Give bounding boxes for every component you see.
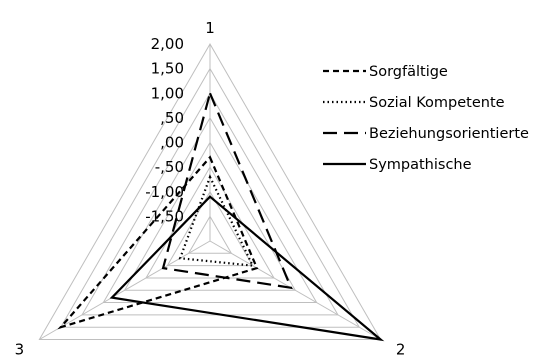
legend-label: Beziehungsorientierte: [369, 126, 529, 142]
tick-label: ,00: [160, 134, 184, 152]
grid-ring: [123, 141, 297, 291]
tick-label: 2,00: [151, 35, 184, 53]
grid-ring: [166, 190, 254, 267]
axis-spoke: [209, 240, 381, 340]
series-line: [109, 195, 385, 342]
legend-label: Sorgfältige: [369, 64, 448, 80]
grid-ring: [38, 43, 382, 340]
grid-ring: [187, 215, 233, 254]
radar-series: [57, 89, 385, 342]
radial-tick-labels: 2,00 1,50 1,00 ,50 ,00 -,50 -1,00 -1,50: [145, 35, 184, 225]
axis-label: 3: [15, 341, 25, 359]
grid-ring: [59, 67, 361, 328]
tick-label: 1,50: [151, 60, 184, 78]
grid-ring: [81, 92, 339, 316]
grid-ring: [102, 116, 318, 304]
series-line: [161, 89, 293, 290]
legend-label: Sozial Kompetente: [369, 95, 505, 111]
axis-labels: 1 2 3: [15, 19, 406, 359]
tick-label: 1,00: [151, 84, 184, 102]
legend: Sorgfältige Sozial Kompetente Beziehungsor…: [323, 64, 529, 173]
tick-label: -1,00: [145, 183, 184, 201]
tick-label: -,50: [155, 158, 184, 176]
radar-grid: [38, 43, 382, 340]
axis-label: 1: [205, 19, 215, 37]
tick-label: ,50: [160, 109, 184, 127]
legend-label: Sympathische: [369, 157, 472, 173]
series-line: [57, 155, 259, 330]
tick-label: -1,50: [145, 207, 184, 225]
axis-label: 2: [396, 341, 406, 359]
axis-spoke: [39, 240, 211, 340]
